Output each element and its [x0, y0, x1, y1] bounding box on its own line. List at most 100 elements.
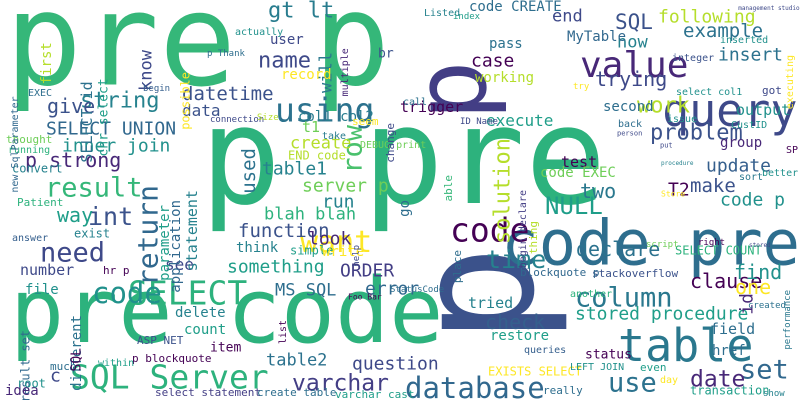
word-trying: trying: [595, 67, 667, 91]
word-performance: performance: [783, 290, 793, 350]
word-insert: insert: [718, 44, 783, 65]
word-size: Size: [257, 113, 279, 123]
word-status: status: [585, 347, 632, 362]
word-person: person: [617, 130, 642, 138]
word-hr-p: hr p: [103, 264, 130, 277]
word-datetime: datetime: [182, 83, 274, 105]
word-see: see: [165, 255, 194, 274]
word-database: database: [405, 371, 545, 400]
word-know: know: [137, 49, 157, 91]
word-pre-p: pre p: [5, 0, 390, 115]
word-work: work: [637, 94, 690, 119]
word-put: put: [660, 142, 673, 150]
word-data: data: [182, 101, 221, 120]
word-give: give: [47, 94, 95, 118]
word-multiple: multiple: [340, 48, 351, 96]
word-user: user: [270, 32, 304, 48]
word-store: Store: [661, 189, 685, 198]
word-help: help: [352, 245, 362, 267]
word-call: call: [403, 97, 427, 108]
word-int: int: [88, 202, 133, 231]
word-stored: stored: [749, 242, 771, 249]
word-end-code: END code: [288, 149, 346, 163]
word-look: look: [308, 228, 352, 249]
word-null: NULL: [545, 192, 603, 220]
word-gt-lt: gt lt: [268, 0, 334, 24]
word-thing: thing: [527, 221, 540, 254]
word-second: second: [603, 99, 654, 115]
word-script: script: [646, 240, 679, 250]
word-inner-join: inner join: [62, 135, 170, 156]
word-will: will: [317, 52, 337, 93]
word-root: root: [17, 377, 46, 391]
word-id-name: ID Name: [460, 117, 498, 127]
word-left-join: LEFT JOIN: [570, 362, 624, 373]
word-used: used: [238, 148, 260, 194]
word-better: better: [762, 168, 798, 179]
word-select-col1: select col1: [676, 87, 742, 98]
word-foo-bar: Foo Bar: [348, 292, 382, 301]
word-seem: seem: [352, 115, 379, 128]
word-group: group: [720, 135, 762, 151]
word-order: ORDER: [340, 260, 394, 281]
word-create-table: create table: [257, 386, 336, 399]
word-br: br: [378, 46, 394, 61]
word-find: find: [734, 260, 782, 284]
word-time: time: [486, 245, 546, 274]
word-day: day: [660, 375, 678, 386]
word-exec: EXEC: [28, 88, 52, 99]
word-return: return: [131, 185, 164, 286]
word-table1: table1: [262, 158, 327, 179]
word-href: href: [712, 343, 746, 359]
word-integer: integer: [672, 53, 714, 64]
word-sql: SQL: [615, 10, 653, 34]
word-sql: SQL: [69, 348, 84, 372]
word-exists-select: EXISTS SELECT: [488, 365, 582, 379]
word-error: error: [365, 278, 419, 299]
word-blockquote-p: blockquote p: [520, 266, 599, 279]
word-create: create: [290, 134, 351, 154]
word-p-pre: p pre: [200, 78, 606, 235]
word-update: update: [706, 155, 771, 176]
word-transaction: transaction: [690, 384, 769, 398]
word-change: change: [384, 123, 397, 163]
word-want: want: [300, 225, 372, 260]
word-code-exec: code EXEC: [540, 165, 616, 181]
word-pass: pass: [489, 36, 523, 52]
word-begin: begin: [143, 84, 170, 94]
word-sort: sort: [739, 172, 763, 183]
word-stackoverflow: stackoverflow: [592, 267, 678, 280]
word-example: example: [683, 20, 763, 42]
word-clause: clause: [690, 269, 762, 293]
word-thought: thought: [6, 133, 52, 146]
word-working: working: [475, 70, 534, 86]
word-need: need: [40, 238, 105, 269]
word-inserted: inserted: [720, 35, 768, 46]
word-field: field: [710, 320, 755, 338]
word-trigger: trigger: [400, 98, 463, 116]
word-take: take: [322, 131, 346, 142]
word-begin-declare: begin declare: [518, 190, 529, 268]
word-restore: restore: [490, 328, 549, 344]
word-patient: Patient: [17, 196, 63, 209]
word-go: go: [397, 200, 413, 217]
word-value: value: [580, 45, 688, 86]
word-select-count: SELECT COUNT: [675, 244, 762, 258]
word-code-create: code CREATE: [469, 0, 562, 15]
word-really: really: [543, 384, 583, 397]
word-run: run: [322, 191, 355, 212]
word-now: now: [617, 33, 648, 53]
word-question: question: [352, 353, 439, 374]
word-case: case: [471, 50, 514, 71]
word-col1-col2: col1 col2: [298, 109, 374, 125]
word-place: place: [451, 250, 464, 283]
word-try: try: [573, 82, 590, 92]
word-test: test: [561, 153, 597, 171]
word-string: string: [80, 89, 159, 114]
word-write: write: [322, 244, 364, 260]
word-convert: convert: [12, 162, 63, 176]
word-row: row: [338, 124, 369, 174]
word-server-p: server p: [302, 175, 389, 196]
word-table2: table2: [266, 351, 327, 371]
